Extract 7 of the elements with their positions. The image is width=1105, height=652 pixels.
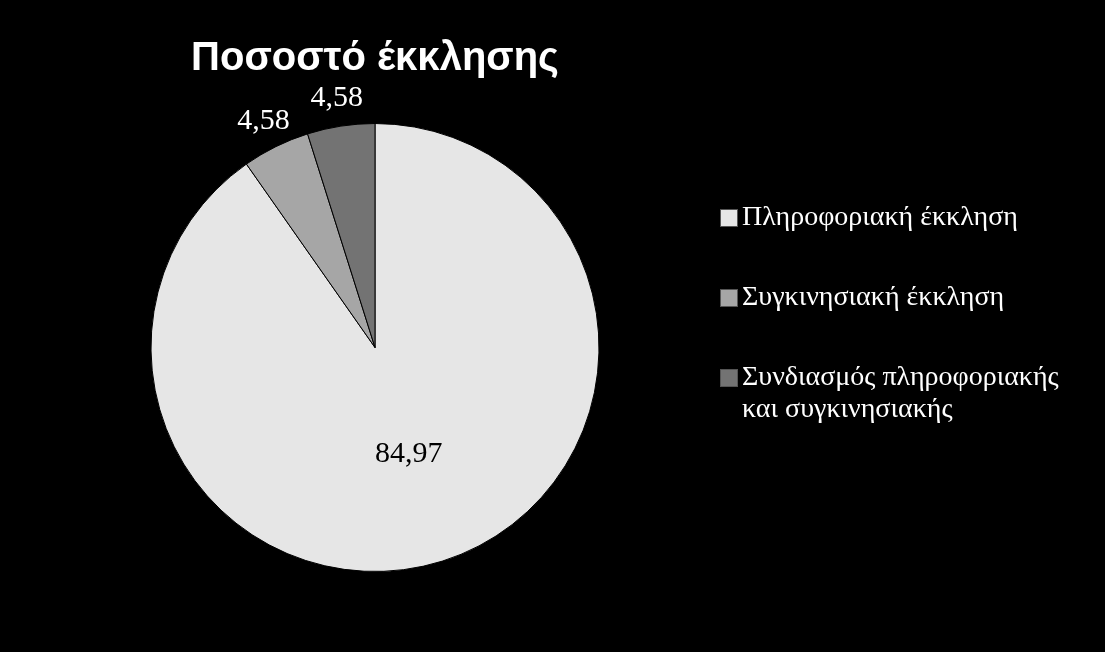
data-label: 4,58 (310, 79, 363, 113)
data-label: 84,97 (374, 435, 443, 469)
chart-title: Ποσοστό έκκλησης (191, 34, 559, 80)
legend-label: Συγκινησιακή έκκληση (742, 280, 1005, 312)
data-label: 4,58 (237, 102, 290, 136)
legend-label: Πληροφοριακή έκκληση (742, 200, 1018, 232)
legend-label: Συνδιασμός πληροφοριακής και συγκινησιακής (742, 360, 1060, 424)
